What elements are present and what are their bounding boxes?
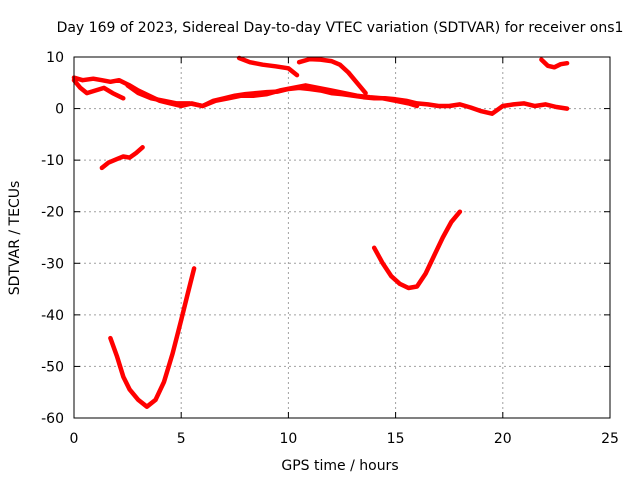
series-trace-5: [108, 266, 197, 409]
y-axis-label: SDTVAR / TECUs: [7, 181, 23, 296]
series-trace-3: [125, 83, 420, 109]
x-tick-label: 20: [494, 431, 512, 447]
y-tick-label: -50: [41, 359, 64, 375]
x-tick-label: 25: [601, 431, 619, 447]
x-tick-label: 5: [177, 431, 186, 447]
series-group: [71, 55, 570, 409]
y-tick-label: -60: [41, 411, 64, 427]
x-tick-label: 10: [279, 431, 297, 447]
grid: [74, 57, 610, 418]
x-axis-label: GPS time / hours: [281, 458, 398, 474]
y-tick-label: -30: [41, 256, 64, 272]
y-tick-label: -10: [41, 153, 64, 169]
y-tick-label: 0: [55, 102, 64, 118]
y-tick-label: -20: [41, 205, 64, 221]
series-trace-6: [236, 55, 300, 78]
series-trace-4: [99, 145, 145, 171]
series-trace-9: [539, 57, 570, 70]
axis-ticks: 0 5 10 15 20 25 -60 -50 -40 -30 -20 -10 0 10: [41, 50, 619, 447]
x-tick-label: 15: [387, 431, 405, 447]
plot-frame: [73, 56, 611, 419]
series-trace-8: [371, 209, 463, 291]
series-trace-1: [71, 77, 126, 101]
series-trace-7: [296, 56, 368, 96]
x-tick-label: 0: [70, 431, 79, 447]
y-tick-label: -40: [41, 308, 64, 324]
y-tick-label: 10: [46, 50, 64, 66]
chart-title: Day 169 of 2023, Sidereal Day-to-day VTE…: [57, 20, 624, 36]
